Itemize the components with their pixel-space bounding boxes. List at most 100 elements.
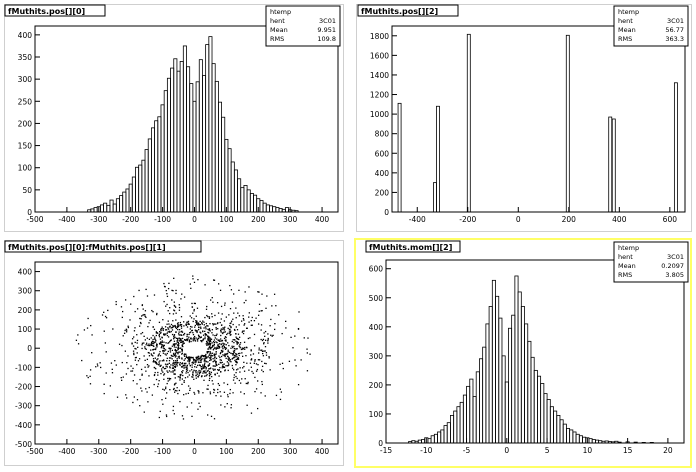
scatter-point xyxy=(157,358,159,360)
scatter-point xyxy=(227,362,230,364)
scatter-point xyxy=(179,363,181,365)
scatter-point xyxy=(196,359,198,361)
bar-3-34 xyxy=(517,291,522,444)
bar-0-2 xyxy=(93,207,98,213)
x-tick-label-3-4: 5 xyxy=(545,446,550,455)
scatter-point xyxy=(219,366,221,369)
scatter-point xyxy=(238,354,240,357)
scatter-point xyxy=(206,325,208,327)
scatter-point xyxy=(163,378,165,380)
scatter-point xyxy=(204,316,206,319)
scatter-point xyxy=(177,322,179,324)
scatter-point xyxy=(231,340,233,343)
scatter-point xyxy=(223,366,225,369)
y-tick-label-1-6: 1200 xyxy=(370,91,389,100)
scatter-point xyxy=(164,367,167,370)
scatter-point xyxy=(236,357,239,360)
bar-3-21 xyxy=(475,371,480,444)
scatter-point xyxy=(171,329,174,331)
scatter-point xyxy=(215,357,218,360)
scatter-point xyxy=(183,354,185,356)
scatter-point xyxy=(136,399,139,401)
scatter-point xyxy=(218,355,220,357)
scatter-point xyxy=(143,355,145,357)
scatter-point xyxy=(209,345,211,348)
scatter-point xyxy=(152,326,154,328)
scatter-point xyxy=(148,365,150,367)
x-tick-label-2-4: -100 xyxy=(154,447,171,456)
scatter-point xyxy=(206,344,208,346)
bar-3-62 xyxy=(607,441,612,444)
scatter-point xyxy=(247,337,250,340)
scatter-point xyxy=(89,375,91,377)
scatter-point xyxy=(264,350,266,352)
scatter-point xyxy=(184,364,186,366)
scatter-point xyxy=(271,335,273,337)
x-tick-label-0-6: 100 xyxy=(219,215,234,224)
scatter-point xyxy=(152,358,155,360)
scatter-point xyxy=(152,348,154,351)
scatter-point xyxy=(169,331,171,333)
scatter-point xyxy=(198,326,200,329)
scatter-point xyxy=(269,369,271,371)
scatter-point xyxy=(163,348,166,350)
scatter-point xyxy=(185,393,187,395)
scatter-point xyxy=(228,344,230,347)
scatter-point xyxy=(195,357,198,359)
scatter-point xyxy=(199,320,201,323)
y-tick-label-2-0: -500 xyxy=(15,440,32,449)
scatter-point xyxy=(192,376,194,378)
bar-0-37 xyxy=(205,44,210,213)
x-tick-label-2-9: 400 xyxy=(315,447,330,456)
x-tick-label-0-7: 200 xyxy=(251,215,266,224)
scatter-point xyxy=(237,312,239,314)
scatter-point xyxy=(171,333,174,336)
bar-3-37 xyxy=(527,340,532,444)
scatter-point xyxy=(157,364,160,366)
scatter-point xyxy=(217,345,220,348)
scatter-point xyxy=(204,362,206,364)
scatter-point xyxy=(171,299,173,301)
y-tick-label-2-5: 0 xyxy=(27,344,32,353)
scatter-point xyxy=(233,345,235,348)
scatter-point xyxy=(178,334,180,336)
scatter-point xyxy=(254,376,256,379)
scatter-point xyxy=(175,382,177,384)
scatter-point xyxy=(154,338,156,340)
scatter-point xyxy=(121,344,123,347)
bar-3-0 xyxy=(408,441,413,444)
scatter-point xyxy=(173,309,175,311)
bar-3-29 xyxy=(501,355,506,444)
scatter-point xyxy=(145,316,147,319)
scatter-point xyxy=(194,340,197,342)
scatter-point xyxy=(145,344,147,346)
scatter-point xyxy=(209,367,211,370)
scatter-point xyxy=(174,353,177,355)
scatter-point xyxy=(189,328,191,330)
bar-3-10 xyxy=(440,429,445,444)
scatter-point xyxy=(222,328,224,331)
scatter-point xyxy=(167,377,169,380)
scatter-point xyxy=(141,331,144,334)
scatter-point xyxy=(153,374,156,377)
scatter-point xyxy=(236,348,238,350)
scatter-point xyxy=(210,359,212,361)
scatter-point xyxy=(221,350,223,352)
scatter-point xyxy=(166,360,168,362)
scatter-point xyxy=(180,338,182,340)
scatter-point xyxy=(272,334,274,337)
scatter-point xyxy=(193,359,196,361)
scatter-point xyxy=(162,352,165,354)
scatter-point xyxy=(134,310,136,313)
scatter-point xyxy=(143,335,145,337)
scatter-point xyxy=(178,389,181,392)
scatter-point xyxy=(200,366,202,368)
bar-3-28 xyxy=(498,317,503,444)
scatter-point xyxy=(236,342,238,344)
scatter-point xyxy=(173,384,176,386)
scatter-point xyxy=(181,341,184,343)
scatter-point xyxy=(186,365,188,367)
scatter-point xyxy=(206,351,208,353)
scatter-point xyxy=(165,365,167,367)
scatter-point xyxy=(173,336,175,338)
